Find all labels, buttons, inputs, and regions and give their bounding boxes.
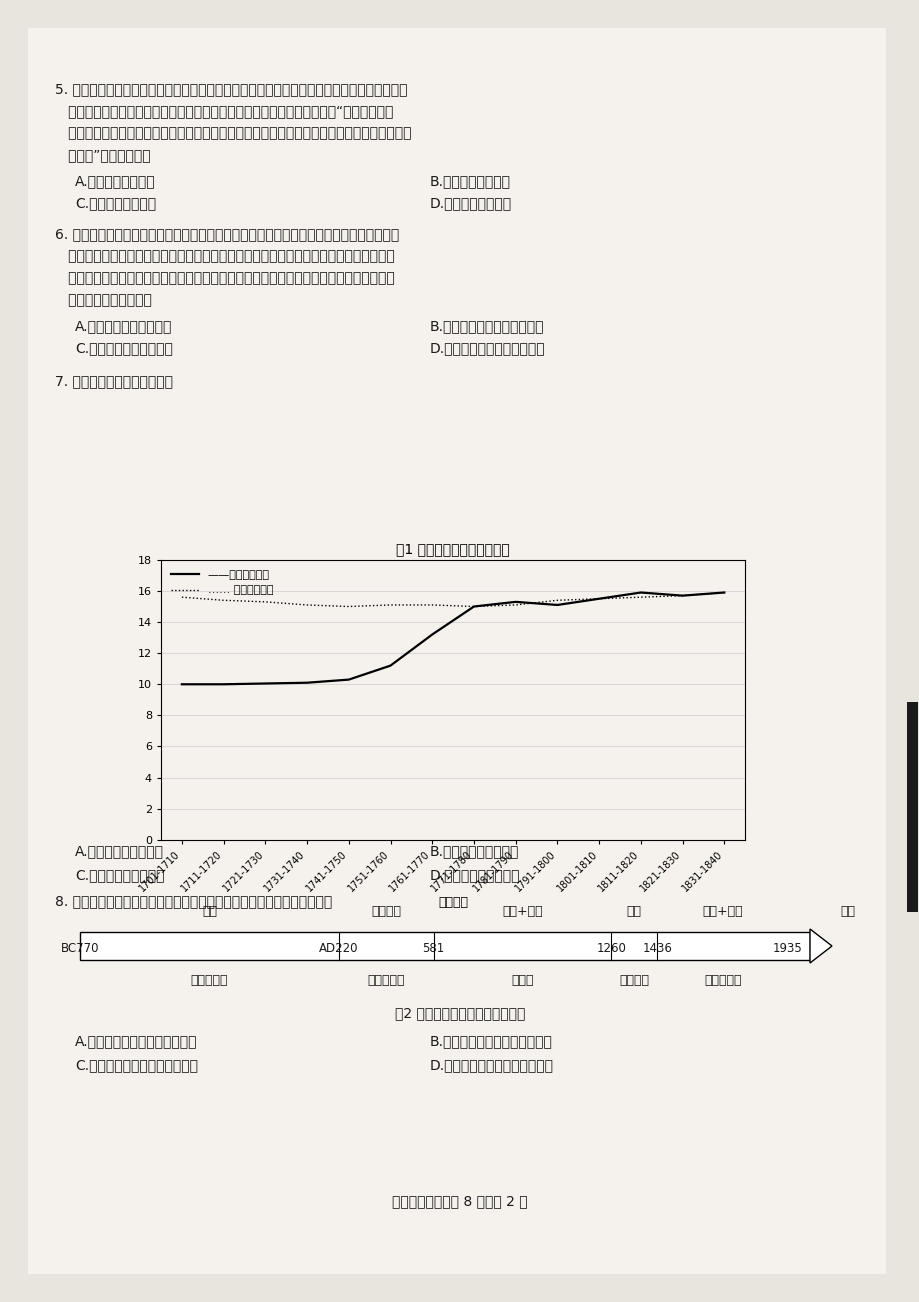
FancyBboxPatch shape (28, 29, 885, 1273)
Text: 明清、民初: 明清、民初 (703, 974, 741, 987)
…… 欧洲金銀比价 (593, 591, 604, 607)
——中国金銀比价 (426, 626, 437, 642)
Text: 元、明初: 元、明初 (618, 974, 649, 987)
FancyBboxPatch shape (906, 702, 917, 911)
Text: A.货币种类的更迭周期越来越短: A.货币种类的更迭周期越来越短 (75, 1034, 198, 1048)
——中国金銀比价 (676, 587, 687, 603)
…… 欧洲金銀比价 (218, 592, 229, 608)
Text: A.限制三公九卿特权: A.限制三公九卿特权 (75, 174, 155, 187)
Text: 纸币: 纸币 (840, 905, 855, 918)
Text: 6. 长孙无忌是唐太宗的大舜哥，长期跟随太宗南征北战，战功卓著。贞观元年，唐太宗召长: 6. 长孙无忌是唐太宗的大舜哥，长期跟随太宗南征北战，战功卓著。贞观元年，唐太宗… (55, 227, 399, 241)
——中国金銀比价 (468, 599, 479, 615)
Text: 7. 下图中的信息可以用来说明: 7. 下图中的信息可以用来说明 (55, 374, 173, 388)
Text: 罪。这一事件主要说明: 罪。这一事件主要说明 (55, 293, 152, 307)
Text: C.规范朝廷延议礼仪: C.规范朝廷延议礼仪 (75, 197, 156, 210)
——中国金銀比价 (718, 585, 729, 600)
Text: B.礼法结合是判案的一个特点: B.礼法结合是判案的一个特点 (429, 319, 544, 333)
Legend: ——中国金銀比价, …… 欧洲金銀比价: ——中国金銀比价, …… 欧洲金銀比价 (166, 565, 278, 600)
Text: 实物货币: 实物货币 (371, 905, 401, 918)
Line: ——中国金銀比价: ——中国金銀比价 (182, 592, 723, 685)
Text: D.立法执法合一是唐律的特色: D.立法执法合一是唐律的特色 (429, 341, 545, 355)
Text: 高二历史试题（共 8 页）第 2 页: 高二历史试题（共 8 页）第 2 页 (391, 1194, 528, 1208)
Text: 1935: 1935 (772, 941, 802, 954)
——中国金銀比价 (176, 677, 187, 693)
Text: A.中国外贸入超的影响: A.中国外贸入超的影响 (75, 844, 164, 858)
Text: 铸币+纸币: 铸币+纸币 (502, 905, 542, 918)
Text: C.情理成为断案主要依据: C.情理成为断案主要依据 (75, 341, 173, 355)
——中国金銀比价 (510, 594, 521, 609)
Text: A.儒学渗透至族规家训中: A.儒学渗透至族规家训中 (75, 319, 172, 333)
Text: D.清朝封建经济的繁荣: D.清朝封建经济的繁荣 (429, 868, 520, 881)
Text: D.加强对官员的监督: D.加强对官员的监督 (429, 197, 512, 210)
Text: C.白銀流入中国的原因: C.白銀流入中国的原因 (75, 868, 165, 881)
Text: 纸币: 纸币 (626, 905, 641, 918)
——中国金銀比价 (593, 591, 604, 607)
…… 欧洲金銀比价 (384, 598, 395, 613)
FancyArrow shape (809, 930, 831, 963)
Text: 铸币: 铸币 (202, 905, 217, 918)
…… 欧洲金銀比价 (343, 599, 354, 615)
…… 欧洲金銀比价 (718, 585, 729, 600)
…… 欧洲金銀比价 (676, 587, 687, 603)
——中国金銀比价 (259, 676, 270, 691)
X-axis label: （年代）: （年代） (437, 896, 468, 909)
Text: 581: 581 (422, 941, 444, 954)
…… 欧洲金銀比价 (551, 592, 562, 608)
Text: 二千石的九卿。司隶校尉在朝廷中与公卿们相处的时候，有明确的规定：“司隶校尉诃台: 二千石的九卿。司隶校尉在朝廷中与公卿们相处的时候，有明确的规定：“司隶校尉诃台 (55, 104, 393, 118)
Text: B.宋元时纸币成为单一流通货币: B.宋元时纸币成为单一流通货币 (429, 1034, 552, 1048)
——中国金銀比价 (635, 585, 646, 600)
Text: 无敌。”这一规定旨在: 无敌。”这一规定旨在 (55, 148, 151, 161)
…… 欧洲金銀比价 (259, 594, 270, 609)
Text: B.提高司隶校尉地位: B.提高司隶校尉地位 (429, 174, 510, 187)
Text: 5. 东汉时，司隶校尉常常勒奏三公等尊官，故为百僚所畏惯，官秩是比二千石，论官级低于中: 5. 东汉时，司隶校尉常常勒奏三公等尊官，故为百僚所畏惯，官秩是比二千石，论官级… (55, 82, 407, 96)
Text: C.实物货币盛行与政局密切相关: C.实物货币盛行与政局密切相关 (75, 1059, 198, 1072)
…… 欧洲金銀比价 (510, 598, 521, 613)
…… 欧洲金銀比价 (176, 590, 187, 605)
Line: …… 欧洲金銀比价: …… 欧洲金銀比价 (182, 592, 723, 607)
Text: 隙唐宋: 隙唐宋 (511, 974, 533, 987)
Text: 孙无忌入宫议事。长孙无忌忘记解下身上的佩刀，径直而入。在当时，臣子携带兵器入宫: 孙无忌入宫议事。长孙无忌忘记解下身上的佩刀，径直而入。在当时，臣子携带兵器入宫 (55, 249, 394, 263)
…… 欧洲金銀比价 (468, 599, 479, 615)
Text: 白銀+铸币: 白銀+铸币 (701, 905, 743, 918)
Text: 1436: 1436 (641, 941, 672, 954)
Text: 禁，按律当斩，太宗感到非常棘手。经群臣广议，唐太宗免去了长孙无忌与守门校尉的死: 禁，按律当斩，太宗感到非常棘手。经群臣广议，唐太宗免去了长孙无忌与守门校尉的死 (55, 271, 394, 285)
…… 欧洲金銀比价 (426, 598, 437, 613)
Text: BC770: BC770 (61, 941, 99, 954)
Text: 魏晋南北朝: 魏晋南北朝 (368, 974, 404, 987)
Text: AD220: AD220 (319, 941, 358, 954)
Text: B.清朝税制改革的背景: B.清朝税制改革的背景 (429, 844, 519, 858)
Text: 图2 先秦以来我国货币制度的演变: 图2 先秦以来我国货币制度的演变 (394, 1006, 525, 1019)
——中国金銀比价 (384, 658, 395, 673)
Title: 图1 清代中国、欧洲金銀比价: 图1 清代中国、欧洲金銀比价 (396, 542, 509, 556)
Text: 8. 某同学对下面的示意图进行分析后，得出了以下结论。其中最合理的是: 8. 某同学对下面的示意图进行分析后，得出了以下结论。其中最合理的是 (55, 894, 332, 907)
Text: D.白銀取代纸币是一种历史进步: D.白銀取代纸币是一种历史进步 (429, 1059, 553, 1072)
…… 欧洲金銀比价 (635, 590, 646, 605)
Text: 先秦至两汉: 先秦至两汉 (190, 974, 228, 987)
——中国金銀比价 (343, 672, 354, 687)
——中国金銀比价 (301, 674, 312, 690)
——中国金銀比价 (551, 598, 562, 613)
Text: 1260: 1260 (596, 941, 626, 954)
FancyBboxPatch shape (80, 932, 809, 960)
…… 欧洲金銀比价 (301, 598, 312, 613)
——中国金銀比价 (218, 677, 229, 693)
Text: 廷议，处九卿上，朝贺处九卿下，降卿上。初除，谒大将军、三公，通谒持板插。公议、朝贺: 廷议，处九卿上，朝贺处九卿下，降卿上。初除，谒大将军、三公，通谒持板插。公议、朝… (55, 126, 411, 141)
